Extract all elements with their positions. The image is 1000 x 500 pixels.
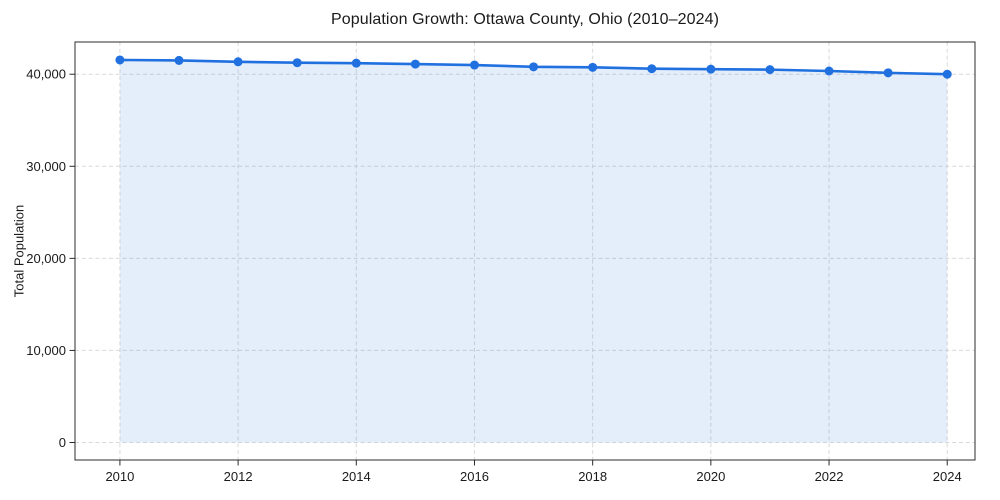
y-tick-label: 20,000 — [26, 251, 66, 266]
area-fill — [119, 59, 948, 443]
plot-border — [74, 41, 976, 461]
data-point-2016 — [469, 60, 479, 70]
y-tick-label: 10,000 — [26, 343, 66, 358]
x-tick-label: 2016 — [460, 469, 489, 484]
data-point-2013 — [292, 58, 302, 68]
data-point-2017 — [529, 62, 539, 72]
data-point-2024 — [942, 69, 952, 79]
x-tick-label: 2022 — [815, 469, 844, 484]
data-point-2023 — [883, 68, 893, 78]
x-tick-label: 2010 — [105, 469, 134, 484]
y-tick-label: 40,000 — [26, 67, 66, 82]
data-point-2018 — [588, 62, 598, 72]
y-tick-label: 30,000 — [26, 159, 66, 174]
data-point-2019 — [647, 64, 657, 74]
data-point-2012 — [233, 57, 243, 67]
data-point-2010 — [115, 55, 125, 65]
y-tick-label: 0 — [59, 435, 66, 450]
x-tick-label: 2018 — [578, 469, 607, 484]
data-point-2021 — [765, 65, 775, 75]
data-point-2020 — [706, 64, 716, 74]
x-tick-label: 2020 — [696, 469, 725, 484]
chart-title: Population Growth: Ottawa County, Ohio (… — [330, 11, 720, 28]
x-tick-label: 2024 — [933, 469, 962, 484]
x-tick-label: 2012 — [224, 469, 253, 484]
data-point-2011 — [174, 55, 184, 65]
data-point-2022 — [824, 66, 834, 76]
x-tick-label: 2014 — [342, 469, 371, 484]
data-point-2015 — [410, 59, 420, 69]
data-point-2014 — [351, 58, 361, 68]
